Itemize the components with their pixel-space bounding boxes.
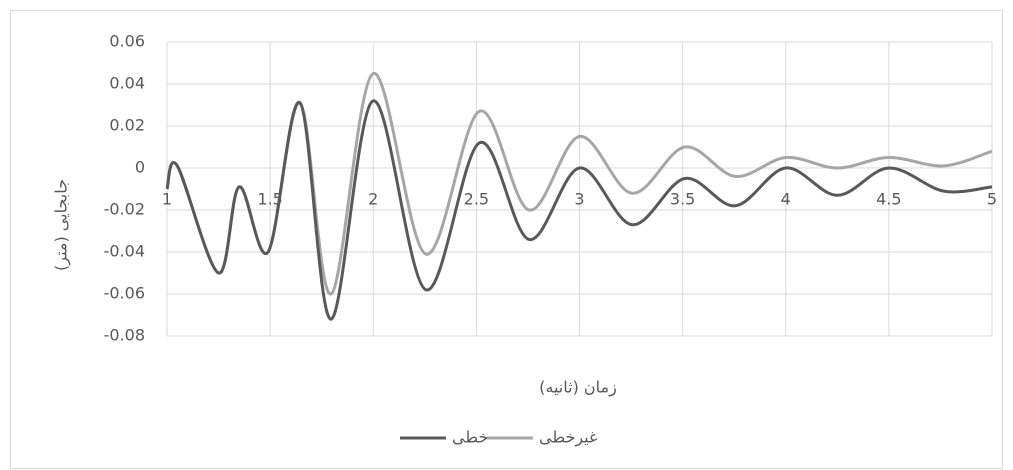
y-tick-label: -0.06 bbox=[104, 284, 145, 303]
y-tick-label: -0.08 bbox=[104, 326, 145, 345]
x-tick-label: 4 bbox=[781, 190, 791, 209]
x-axis-title: زمان (ثانیه) bbox=[539, 378, 617, 398]
x-tick-label: 4.5 bbox=[876, 190, 901, 209]
series-line bbox=[165, 99, 993, 321]
x-tick-label: 1 bbox=[162, 190, 172, 209]
x-tick-label: 5 bbox=[987, 190, 997, 209]
x-tick-label: 2 bbox=[368, 190, 378, 209]
y-axis-title: جابجایی (متر) bbox=[52, 179, 72, 271]
legend-label: خطی bbox=[452, 428, 488, 447]
y-tick-label: -0.04 bbox=[104, 242, 145, 261]
x-tick-label: 3.5 bbox=[670, 190, 695, 209]
legend-label: غیرخطی bbox=[539, 428, 597, 448]
x-tick-label: 3 bbox=[574, 190, 584, 209]
y-tick-label: 0.02 bbox=[109, 116, 145, 135]
y-tick-label: 0 bbox=[135, 158, 145, 177]
y-tick-label: 0.04 bbox=[109, 74, 145, 93]
y-tick-label: -0.02 bbox=[104, 200, 145, 219]
chart-border bbox=[10, 10, 1003, 469]
x-tick-label: 2.5 bbox=[464, 190, 489, 209]
x-tick-label: 1.5 bbox=[257, 190, 282, 209]
y-tick-label: 0.06 bbox=[109, 32, 145, 51]
